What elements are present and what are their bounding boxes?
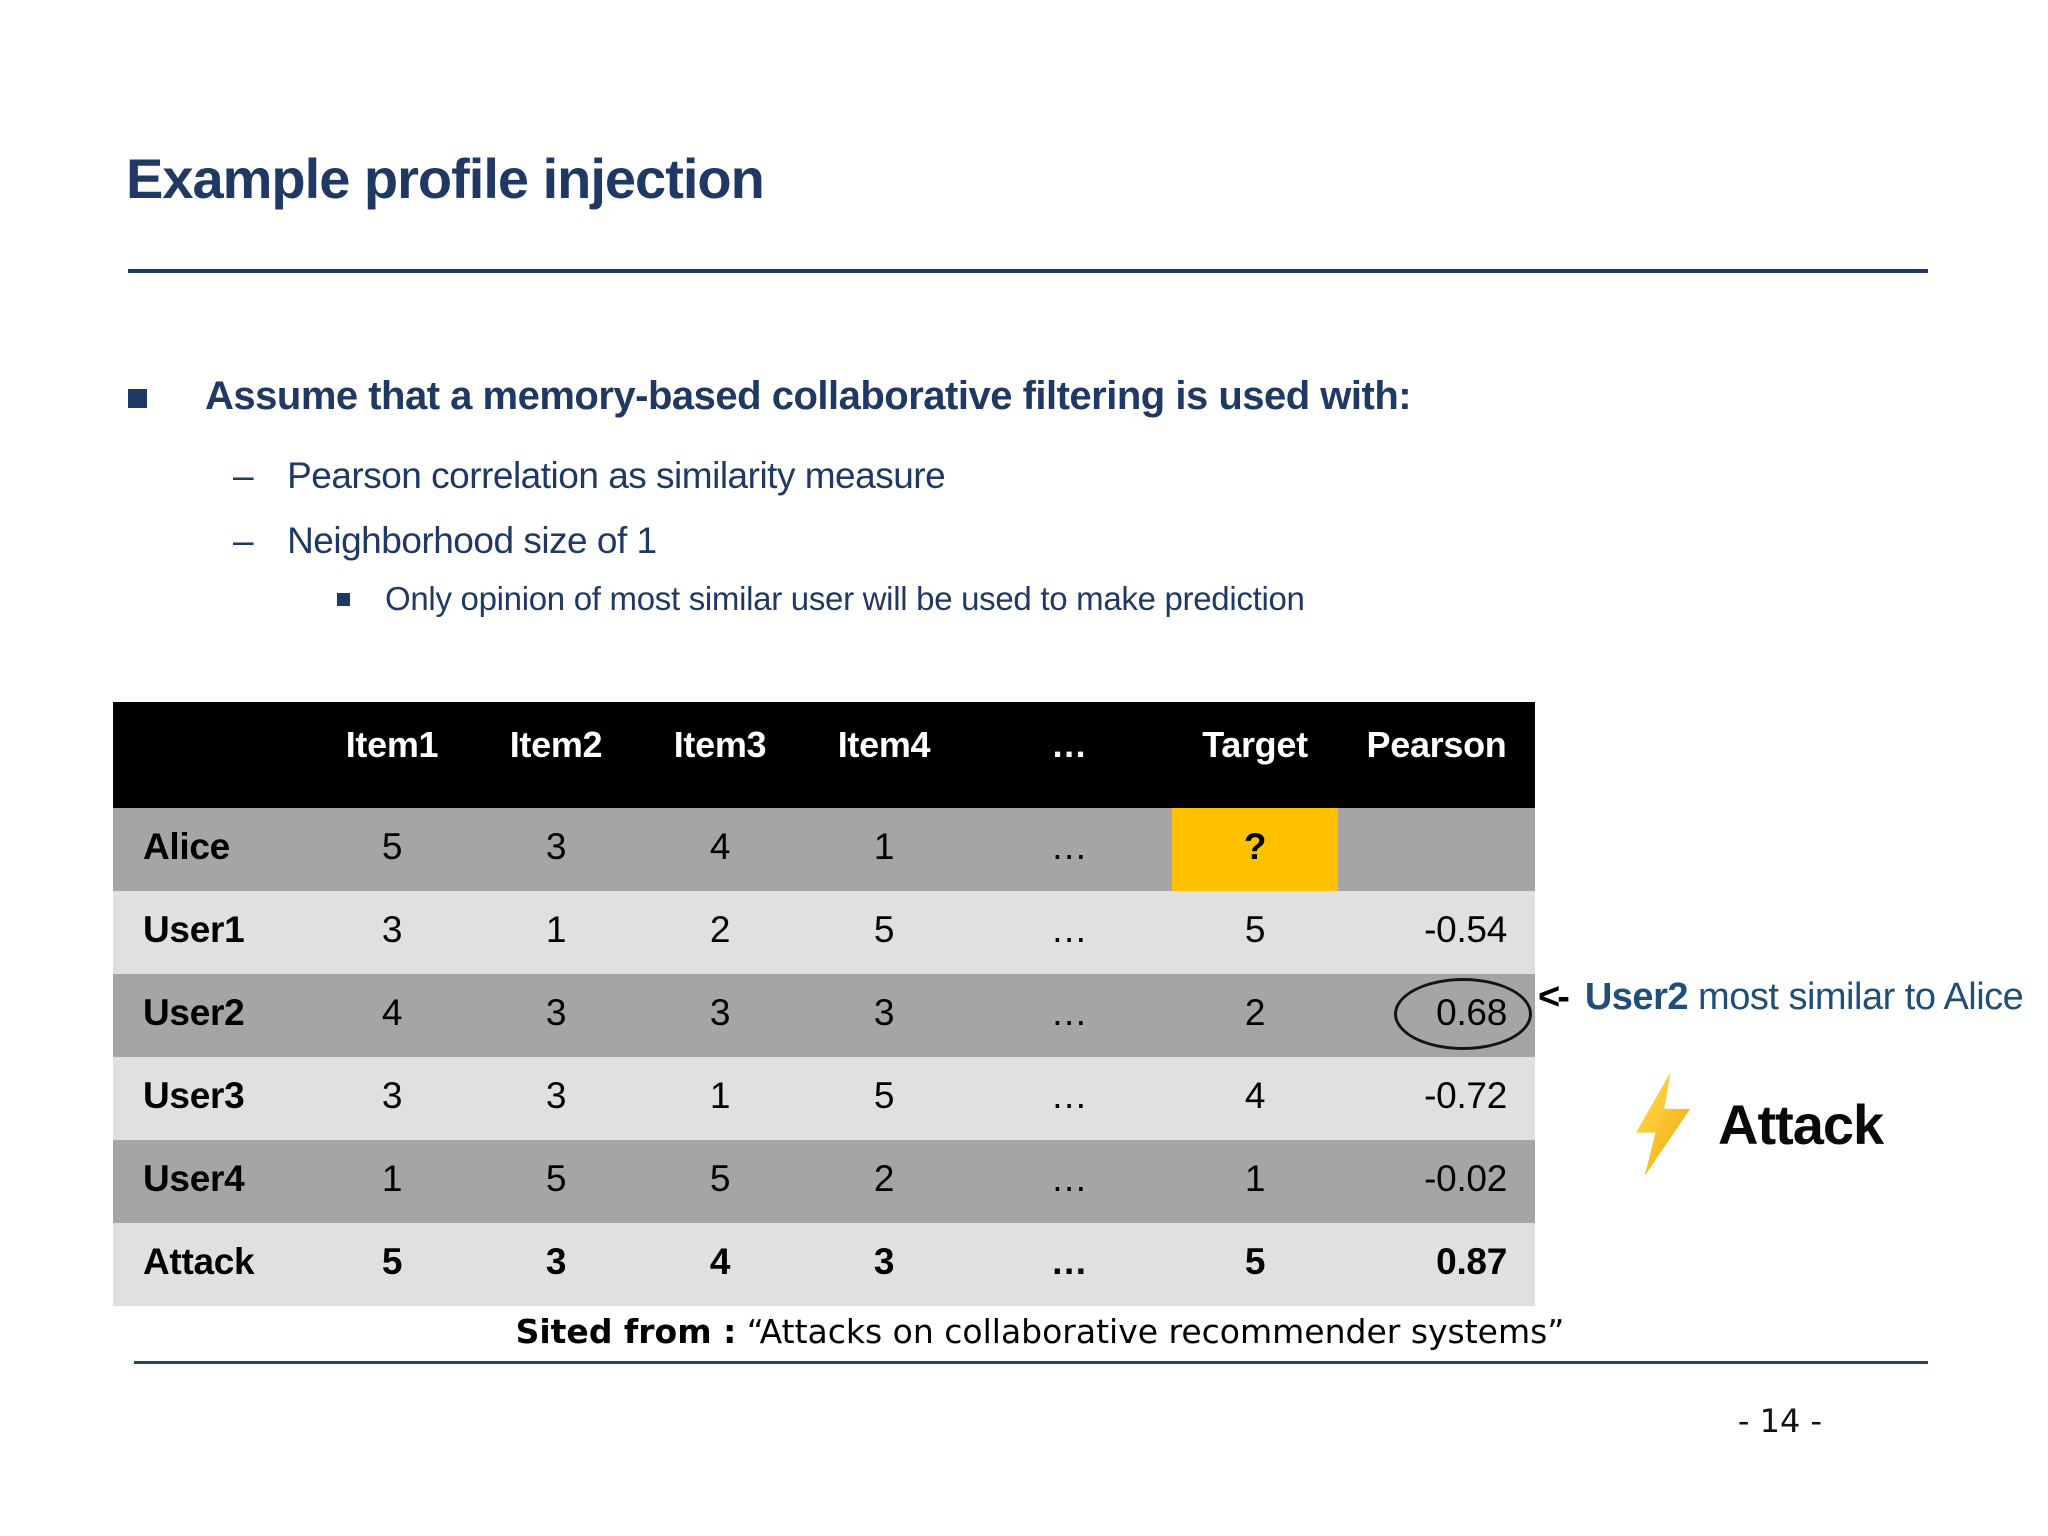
table-cell: 3 bbox=[802, 1223, 966, 1306]
table-cell: 1 bbox=[1172, 1140, 1338, 1223]
table-cell: 3 bbox=[802, 974, 966, 1057]
table-cell: … bbox=[966, 1057, 1172, 1140]
table-cell: 5 bbox=[310, 1223, 474, 1306]
table-cell: 0.87 bbox=[1338, 1223, 1535, 1306]
header-cell-ellipsis: … bbox=[966, 702, 1172, 808]
header-cell-item2: Item2 bbox=[474, 702, 638, 808]
row-label: User2 bbox=[113, 974, 310, 1057]
row-label: User3 bbox=[113, 1057, 310, 1140]
table-cell: -0.72 bbox=[1338, 1057, 1535, 1140]
table-cell: -0.54 bbox=[1338, 891, 1535, 974]
attack-annotation-label: Attack bbox=[1718, 1092, 1884, 1156]
table-row-user2: User2 4 3 3 3 … 2 0.68 bbox=[113, 974, 1535, 1057]
bullet-level1-text: Assume that a memory-based collaborative… bbox=[205, 374, 1412, 418]
page-number: - 14 - bbox=[1737, 1402, 1823, 1440]
similarity-annotation-text: most similar to Alice bbox=[1688, 976, 2024, 1018]
bullet-level3: Only opinion of most similar user will b… bbox=[337, 580, 1305, 618]
row-label: User1 bbox=[113, 891, 310, 974]
header-cell-blank bbox=[113, 702, 310, 808]
table-row-alice: Alice 5 3 4 1 … ? bbox=[113, 808, 1535, 891]
table-cell: 2 bbox=[638, 891, 802, 974]
table-cell: … bbox=[966, 1223, 1172, 1306]
table-cell: 4 bbox=[638, 808, 802, 891]
table-cell: 5 bbox=[1172, 891, 1338, 974]
attack-annotation: Attack bbox=[1622, 1072, 1884, 1176]
table-cell: 3 bbox=[310, 891, 474, 974]
header-cell-item3: Item3 bbox=[638, 702, 802, 808]
table-cell: 3 bbox=[474, 808, 638, 891]
table-row-attack: Attack 5 3 4 3 … 5 0.87 bbox=[113, 1223, 1535, 1306]
table-cell: 2 bbox=[1172, 974, 1338, 1057]
similarity-annotation: <- User2 most similar to Alice bbox=[1538, 976, 2024, 1019]
row-label: Alice bbox=[113, 808, 310, 891]
lightning-bolt-icon bbox=[1636, 1072, 1691, 1176]
table-row-user3: User3 3 3 1 5 … 4 -0.72 bbox=[113, 1057, 1535, 1140]
title-divider bbox=[128, 269, 1928, 273]
row-label: User4 bbox=[113, 1140, 310, 1223]
table-cell: 3 bbox=[310, 1057, 474, 1140]
table-cell: -0.02 bbox=[1338, 1140, 1535, 1223]
table-cell: 5 bbox=[802, 1057, 966, 1140]
table-cell: 5 bbox=[1172, 1223, 1338, 1306]
table-cell: 3 bbox=[474, 974, 638, 1057]
square-bullet-icon bbox=[128, 389, 147, 408]
header-cell-item1: Item1 bbox=[310, 702, 474, 808]
table-cell: 3 bbox=[474, 1057, 638, 1140]
row-label: Attack bbox=[113, 1223, 310, 1306]
table-cell: 1 bbox=[474, 891, 638, 974]
ratings-table: Item1 Item2 Item3 Item4 … Target Pearson… bbox=[113, 702, 1535, 1306]
square-bullet-icon bbox=[337, 593, 350, 606]
citation-quote: “Attacks on collaborative recommender sy… bbox=[736, 1312, 1565, 1351]
table-header-row: Item1 Item2 Item3 Item4 … Target Pearson bbox=[113, 702, 1535, 808]
citation-prefix: Sited from : bbox=[515, 1312, 737, 1351]
footer-divider bbox=[134, 1361, 1928, 1364]
page-title: Example profile injection bbox=[126, 147, 765, 210]
bullet-level1: Assume that a memory-based collaborative… bbox=[128, 374, 1828, 419]
table-cell: 1 bbox=[802, 808, 966, 891]
table-cell: 5 bbox=[310, 808, 474, 891]
bullet-level3-text: Only opinion of most similar user will b… bbox=[385, 580, 1305, 617]
circle-annotation-icon bbox=[1394, 978, 1532, 1050]
table-cell: … bbox=[966, 808, 1172, 891]
table-cell: 4 bbox=[638, 1223, 802, 1306]
similarity-annotation-user: User2 bbox=[1584, 976, 1689, 1018]
bullet-pearson: – Pearson correlation as similarity meas… bbox=[233, 455, 946, 497]
table-cell: 2 bbox=[802, 1140, 966, 1223]
left-arrow-icon: <- bbox=[1538, 976, 1570, 1018]
table-cell: 1 bbox=[638, 1057, 802, 1140]
table-cell: 4 bbox=[1172, 1057, 1338, 1140]
bullet-pearson-text: Pearson correlation as similarity measur… bbox=[287, 455, 946, 496]
table-cell: 0.68 bbox=[1338, 974, 1535, 1057]
citation: Sited from : “Attacks on collaborative r… bbox=[0, 1312, 2048, 1351]
dash-bullet-icon: – bbox=[233, 455, 254, 496]
header-cell-item4: Item4 bbox=[802, 702, 966, 808]
table-cell: 3 bbox=[638, 974, 802, 1057]
bullet-neighborhood-text: Neighborhood size of 1 bbox=[287, 520, 657, 561]
table-cell bbox=[1338, 808, 1535, 891]
table-cell: 5 bbox=[638, 1140, 802, 1223]
table-cell: 4 bbox=[310, 974, 474, 1057]
table-cell: … bbox=[966, 1140, 1172, 1223]
table-cell: 5 bbox=[802, 891, 966, 974]
table-cell: … bbox=[966, 974, 1172, 1057]
target-highlight-cell: ? bbox=[1172, 808, 1338, 891]
header-cell-pearson: Pearson bbox=[1338, 702, 1535, 808]
header-cell-target: Target bbox=[1172, 702, 1338, 808]
table-row-user1: User1 3 1 2 5 … 5 -0.54 bbox=[113, 891, 1535, 974]
table-cell: 3 bbox=[474, 1223, 638, 1306]
bullet-neighborhood: – Neighborhood size of 1 bbox=[233, 520, 657, 562]
table-row-user4: User4 1 5 5 2 … 1 -0.02 bbox=[113, 1140, 1535, 1223]
dash-bullet-icon: – bbox=[233, 520, 254, 561]
table-cell: 1 bbox=[310, 1140, 474, 1223]
table-cell: … bbox=[966, 891, 1172, 974]
table-cell: 5 bbox=[474, 1140, 638, 1223]
